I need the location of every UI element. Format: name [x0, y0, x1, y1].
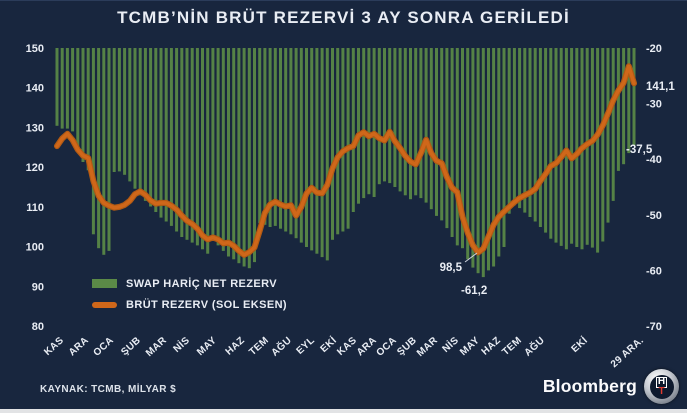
legend-label: SWAP HARİÇ NET REZERV: [126, 277, 278, 290]
svg-text:150: 150: [26, 43, 44, 55]
svg-text:TEM: TEM: [500, 335, 524, 358]
svg-text:OCA: OCA: [374, 335, 399, 359]
svg-text:NİS: NİS: [170, 334, 192, 355]
svg-text:MAY: MAY: [458, 335, 482, 358]
svg-text:KAS: KAS: [335, 335, 359, 358]
legend-item-net-reserve: SWAP HARİÇ NET REZERV: [92, 273, 287, 294]
svg-text:90: 90: [32, 281, 44, 293]
svg-text:ARA: ARA: [355, 335, 379, 358]
svg-text:-20: -20: [646, 43, 662, 55]
svg-text:AĞU: AĞU: [521, 334, 547, 359]
bloomberg-ht-icon: H T: [644, 369, 679, 404]
ht-logo-t: T: [658, 385, 665, 397]
svg-text:80: 80: [32, 321, 44, 333]
svg-text:AĞU: AĞU: [268, 334, 294, 359]
svg-text:29 ARA.: 29 ARA.: [609, 335, 646, 370]
legend-label: BRÜT REZERV (SOL EKSEN): [126, 298, 287, 311]
svg-text:130: 130: [26, 122, 44, 134]
svg-text:NİS: NİS: [439, 334, 461, 355]
svg-text:ŞUB: ŞUB: [395, 335, 419, 358]
svg-text:HAZ: HAZ: [224, 335, 247, 358]
green-bar-swatch-icon: [92, 279, 117, 288]
svg-text:-37,5: -37,5: [626, 144, 653, 156]
ht-logo-h: H: [655, 376, 668, 388]
branding: Bloomberg H T: [543, 369, 679, 404]
window-bottom-edge: [0, 409, 687, 413]
svg-text:98,5: 98,5: [440, 262, 463, 274]
svg-text:-30: -30: [646, 99, 662, 111]
svg-text:TEM: TEM: [247, 335, 271, 358]
svg-text:100: 100: [26, 242, 44, 254]
svg-text:-70: -70: [646, 321, 662, 333]
svg-text:HAZ: HAZ: [480, 335, 503, 358]
legend-item-gross-reserve: BRÜT REZERV (SOL EKSEN): [92, 294, 287, 315]
svg-text:EKİ: EKİ: [568, 334, 590, 355]
svg-text:-61,2: -61,2: [461, 285, 487, 297]
svg-text:120: 120: [26, 162, 44, 174]
bloomberg-logo: Bloomberg: [542, 376, 637, 396]
svg-text:ŞUB: ŞUB: [119, 335, 143, 358]
svg-text:ARA: ARA: [67, 335, 91, 358]
svg-text:-50: -50: [646, 210, 662, 222]
svg-text:-60: -60: [646, 265, 662, 277]
chart-legend: SWAP HARİÇ NET REZERV BRÜT REZERV (SOL E…: [92, 273, 287, 315]
svg-text:EKİ: EKİ: [317, 334, 339, 355]
svg-text:MAR: MAR: [415, 335, 440, 359]
svg-text:MAY: MAY: [195, 335, 219, 358]
svg-text:OCA: OCA: [91, 335, 116, 359]
chart-title: TCMB’NİN BRÜT REZERVİ 3 AY SONRA GERİLED…: [117, 8, 570, 27]
svg-text:EYL: EYL: [295, 335, 317, 357]
svg-text:KAS: KAS: [42, 335, 66, 358]
svg-text:141,1: 141,1: [646, 81, 675, 93]
orange-line-swatch-icon: [92, 301, 117, 308]
svg-text:110: 110: [26, 202, 44, 214]
svg-text:140: 140: [26, 83, 44, 95]
svg-text:-40: -40: [646, 154, 662, 166]
source-note: KAYNAK: TCMB, MİLYAR $: [40, 384, 177, 395]
svg-text:MAR: MAR: [144, 335, 169, 359]
